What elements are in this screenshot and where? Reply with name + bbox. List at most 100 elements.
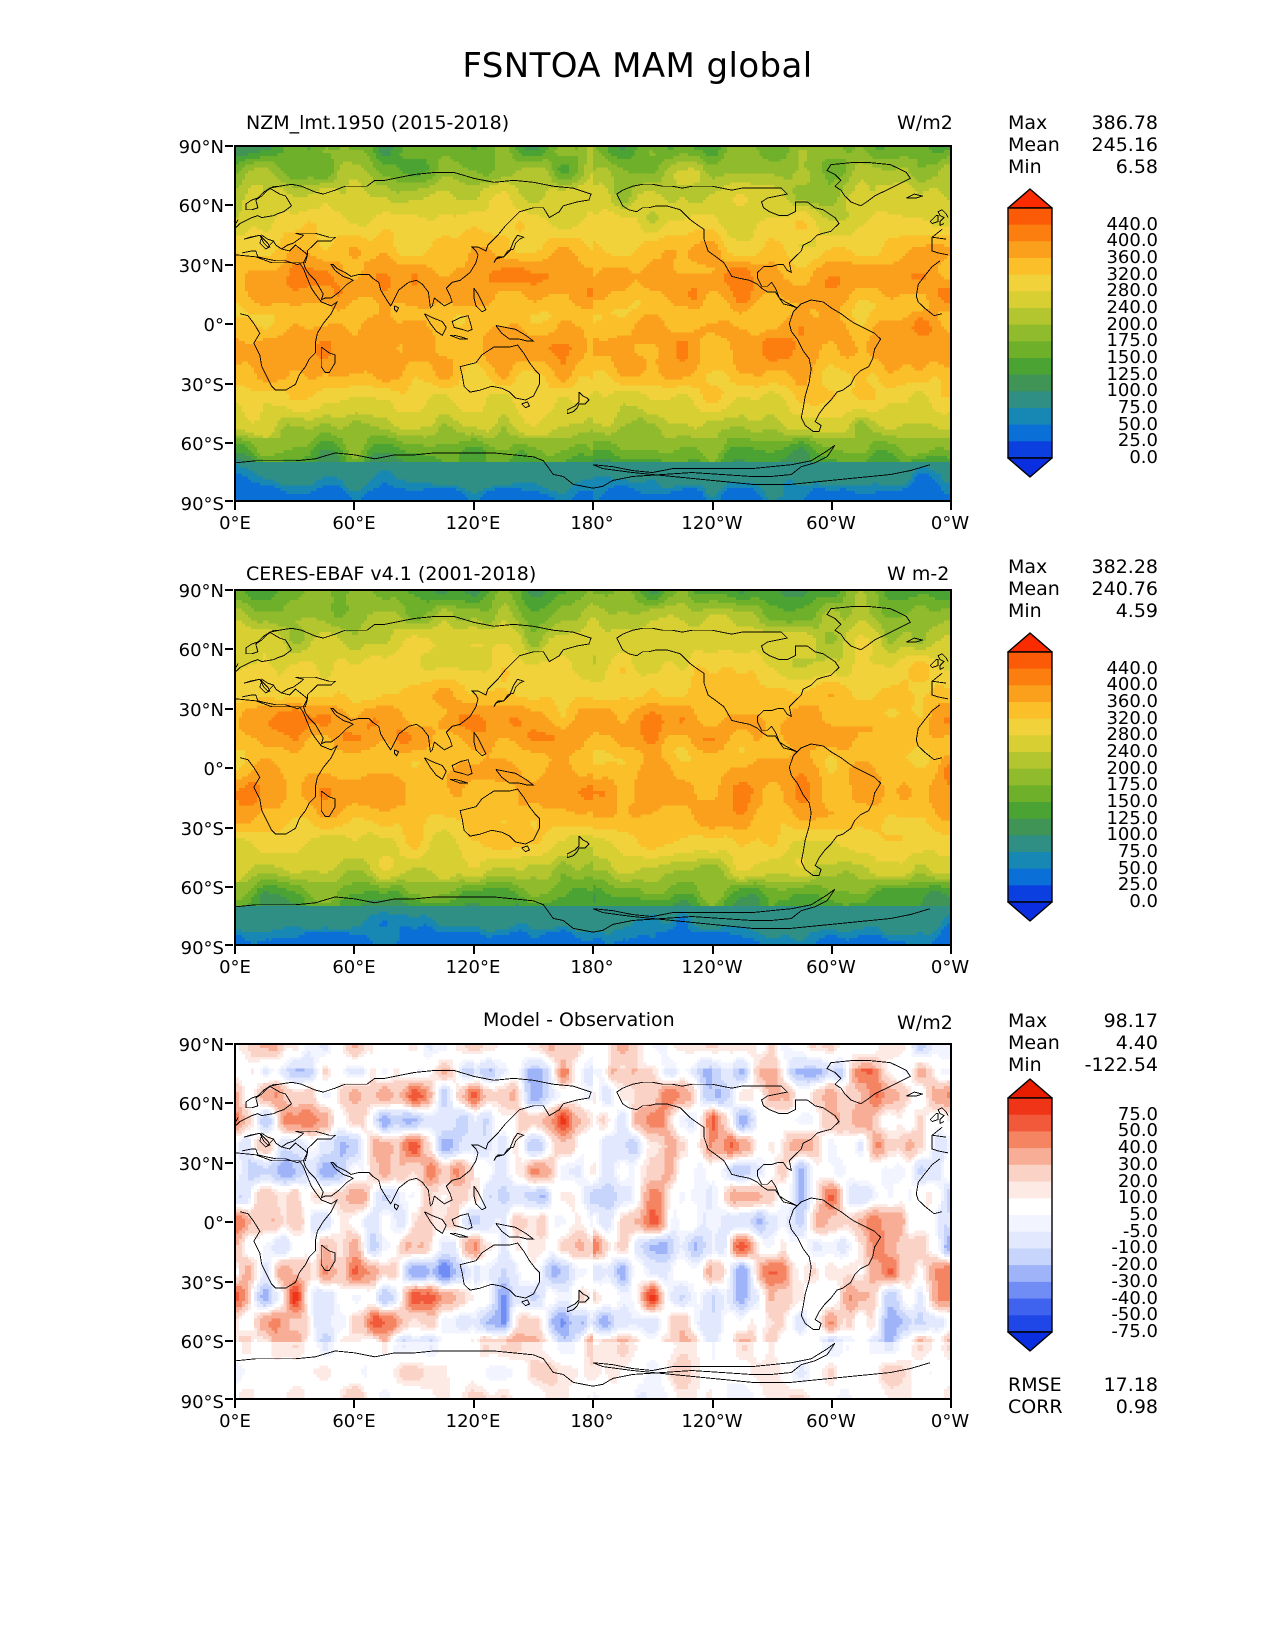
map-model-ylabel-5: 60°S (180, 434, 224, 455)
map-difference-ylabel-3: 0° (203, 1213, 224, 1234)
map-difference-xtick-4 (712, 1400, 714, 1408)
panel-difference-stats: Max 98.17 Mean 4.40 Min -122.54 (1008, 1010, 1158, 1076)
stat-row: Mean 245.16 (1008, 134, 1158, 156)
map-observation-ytick-1 (225, 648, 233, 650)
map-difference-xlabel-2: 120°E (445, 1411, 501, 1432)
map-difference[interactable] (234, 1043, 952, 1400)
map-model-ytick-4 (225, 383, 233, 385)
colorbar-tick-label: 0.0 (1129, 891, 1158, 912)
map-observation-xtick-1 (353, 946, 355, 954)
map-model-xtick-6 (950, 502, 952, 510)
map-model-ytick-3 (225, 323, 233, 325)
map-observation-ytick-3 (225, 767, 233, 769)
colorbar-tick-label: 100.0 (1106, 824, 1158, 846)
stat-row: Mean 240.76 (1008, 578, 1158, 600)
map-observation-ytick-2 (225, 708, 233, 710)
colorbar-tick-label: 280.0 (1106, 280, 1158, 302)
colorbar-tick-label: -20.0 (1111, 1254, 1158, 1276)
colorbar-tick-label: 200.0 (1106, 757, 1158, 779)
map-model-ytick-2 (225, 264, 233, 266)
map-model[interactable] (234, 145, 952, 502)
map-model-xlabel-2: 120°E (445, 513, 501, 534)
colorbar-tick-label: -10.0 (1111, 1237, 1158, 1259)
panel-model-stats: Max 386.78 Mean 245.16 Min 6.58 (1008, 112, 1158, 178)
colorbar-tick-label: 320.0 (1106, 263, 1158, 285)
map-observation-xlabel-3: 180° (570, 957, 614, 978)
colorbar-tick-label: 20.0 (1117, 1170, 1158, 1192)
map-difference-xlabel-1: 60°E (332, 1411, 376, 1432)
colorbar-gradient (1006, 1078, 1054, 1352)
stat-value: 98.17 (1103, 1010, 1158, 1032)
colorbar-tick-label: 240.0 (1106, 297, 1158, 318)
map-observation-xtick-5 (831, 946, 833, 954)
map-difference-xtick-0 (234, 1400, 236, 1408)
map-observation-xlabel-5: 60°W (806, 957, 856, 978)
stat-row: Min -122.54 (1008, 1054, 1158, 1076)
map-difference-xtick-3 (592, 1400, 594, 1408)
map-model-canvas (236, 147, 950, 500)
colorbar-tick-label: -30.0 (1111, 1270, 1158, 1292)
map-observation-xtick-4 (712, 946, 714, 954)
map-difference-xlabel-0: 0°E (219, 1411, 251, 1432)
map-observation-xlabel-6: 0°W (930, 957, 970, 978)
colorbar-tick-label: 175.0 (1106, 330, 1158, 352)
map-model-ytick-0 (225, 145, 233, 147)
map-observation-xlabel-1: 60°E (332, 957, 376, 978)
map-model-xlabel-0: 0°E (219, 513, 251, 534)
map-difference-ylabel-1: 60°N (178, 1094, 224, 1115)
colorbar-tick-label: -40.0 (1111, 1287, 1158, 1309)
map-observation-xlabel-2: 120°E (445, 957, 501, 978)
map-difference-xtick-6 (950, 1400, 952, 1408)
stat-value: 245.16 (1091, 134, 1158, 156)
panel-difference-title: Model - Observation (483, 1009, 675, 1031)
stat-key: Min (1008, 156, 1042, 178)
map-observation-xtick-0 (234, 946, 236, 954)
colorbar-tick-label: 280.0 (1106, 724, 1158, 746)
colorbar-tick-label: -50.0 (1111, 1304, 1158, 1326)
map-observation-xtick-6 (950, 946, 952, 954)
colorbar-model: 440.0 400.0 360.0 320.0 280.0 240.0 200.0 175.0… (1006, 188, 1166, 478)
stat-row: CORR 0.98 (1008, 1396, 1158, 1418)
colorbar-tick-label: 360.0 (1106, 691, 1158, 712)
map-model-ylabel-2: 30°N (178, 256, 224, 277)
map-observation-xlabel-4: 120°W (681, 957, 743, 978)
stat-key: Max (1008, 556, 1048, 578)
map-difference-ytick-0 (225, 1043, 233, 1045)
map-difference-ytick-1 (225, 1102, 233, 1104)
colorbar-difference: 75.0 50.0 40.0 30.0 20.0 10.0 5.0 -5.0 -10.0 -20.… (1006, 1078, 1166, 1352)
panel-difference-extra-stats: RMSE 17.18 CORR 0.98 (1008, 1374, 1158, 1418)
map-model-xlabel-4: 120°W (681, 513, 743, 534)
colorbar-labels: 440.0 400.0 360.0 320.0 280.0 240.0 200.0 175.0… (1062, 632, 1158, 922)
colorbar-tick-label: 50.0 (1117, 1120, 1158, 1142)
map-observation[interactable] (234, 589, 952, 946)
map-observation-xlabel-0: 0°E (219, 957, 251, 978)
map-model-xlabel-3: 180° (570, 513, 614, 534)
colorbar-tick-label: 360.0 (1106, 247, 1158, 268)
stat-value: 386.78 (1091, 112, 1158, 134)
stat-key: Mean (1008, 578, 1060, 600)
map-model-xtick-0 (234, 502, 236, 510)
stat-value: 4.40 (1115, 1032, 1158, 1054)
colorbar-observation: 440.0 400.0 360.0 320.0 280.0 240.0 200.0 175.0… (1006, 632, 1166, 922)
colorbar-tick-label: 5.0 (1129, 1204, 1158, 1225)
map-model-xtick-3 (592, 502, 594, 510)
map-difference-ytick-4 (225, 1281, 233, 1283)
stat-value: 17.18 (1103, 1374, 1158, 1396)
stat-key: Max (1008, 112, 1048, 134)
colorbar-gradient (1006, 188, 1054, 478)
colorbar-tick-label: 150.0 (1106, 791, 1158, 812)
map-observation-ylabel-4: 30°S (180, 819, 224, 840)
map-difference-ylabel-4: 30°S (180, 1273, 224, 1294)
map-difference-xtick-2 (473, 1400, 475, 1408)
stat-key: Mean (1008, 1032, 1060, 1054)
stat-key: CORR (1008, 1396, 1063, 1418)
map-model-xtick-5 (831, 502, 833, 510)
colorbar-tick-label: 440.0 (1106, 657, 1158, 679)
stat-value: 4.59 (1115, 600, 1158, 622)
map-model-xtick-1 (353, 502, 355, 510)
map-model-xlabel-5: 60°W (806, 513, 856, 534)
colorbar-tick-label: 440.0 (1106, 213, 1158, 235)
colorbar-tick-label: 25.0 (1117, 874, 1158, 896)
panel-difference-units: W/m2 (897, 1012, 953, 1034)
colorbar-tick-label: 400.0 (1106, 230, 1158, 252)
